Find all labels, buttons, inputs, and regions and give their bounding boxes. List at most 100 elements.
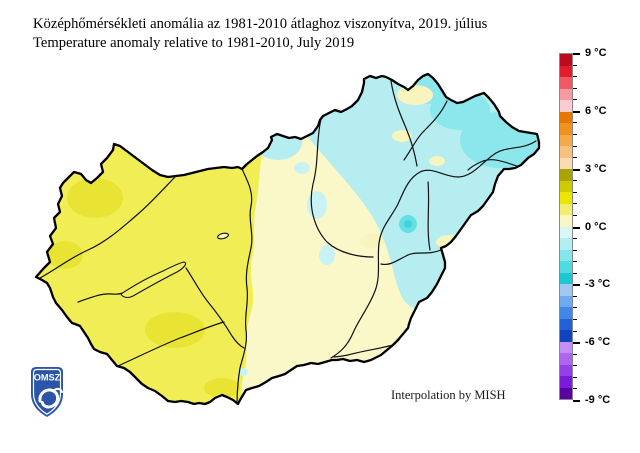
colorbar-tick	[573, 214, 577, 216]
colorbar-tick	[573, 87, 577, 89]
colorbar-tick	[573, 122, 577, 124]
colorbar-segment	[560, 376, 572, 388]
colorbar-segment	[560, 215, 572, 227]
page-title: Középhőmérsékleti anomália az 1981-2010 …	[33, 15, 487, 52]
colorbar-tick	[573, 388, 577, 390]
colorbar-segment	[560, 307, 572, 319]
omsz-logo: OMSZ	[31, 367, 63, 417]
kapos-river	[117, 321, 225, 367]
maros-river	[333, 344, 394, 358]
colorbar-label: 6 °C	[585, 104, 607, 117]
patch-pale-yellow-in-cyan	[360, 234, 384, 248]
colorbar-tick	[573, 64, 577, 66]
patch-deep-yellow	[67, 178, 123, 218]
colorbar-segment	[560, 65, 572, 77]
zagyva-river	[310, 118, 374, 258]
colorbar-tick	[573, 284, 580, 287]
colorbar-tick	[573, 76, 577, 78]
colorbar-label: -6 °C	[585, 335, 611, 348]
colorbar-segment	[560, 364, 572, 376]
colorbar-segment	[560, 54, 572, 66]
colorbar-segment	[560, 77, 572, 89]
colorbar-tick	[573, 99, 577, 101]
colorbar-segment	[560, 123, 572, 135]
colorbar-tick	[573, 203, 577, 205]
anomaly-fill-regions	[36, 74, 539, 404]
danube-river	[236, 168, 253, 404]
colorbar-tick	[573, 180, 577, 182]
colorbar-segment	[560, 238, 572, 250]
colorbar-segment	[560, 226, 572, 238]
colorbar-tick	[573, 376, 577, 378]
colorbar-segment	[560, 261, 572, 273]
colorbar-tick	[573, 400, 580, 402]
river-lines	[39, 80, 537, 404]
colorbar-segment	[560, 203, 572, 215]
patch-pale-yellow-in-cyan	[392, 130, 412, 142]
colorbar-label: -9 °C	[585, 393, 611, 406]
koros-river	[380, 249, 442, 266]
raba-river	[39, 173, 179, 279]
eastern-channel	[427, 181, 431, 251]
colorbar-segment	[560, 387, 572, 399]
logo-swirl-flick	[52, 387, 63, 393]
colorbar-segment	[560, 180, 572, 192]
temperature-colorbar: 9 °C 6 °C 3 °C 0 °C -3 °C -6 °C -9 °C	[559, 47, 610, 406]
colorbar-label: 3 °C	[585, 162, 607, 175]
balaton-lake	[120, 261, 187, 299]
colorbar-tick	[573, 272, 577, 274]
colorbar-tick	[573, 307, 577, 309]
patch-light-cyan	[254, 124, 302, 160]
country-border	[34, 72, 541, 406]
colorbar-tick	[573, 145, 577, 147]
lakes	[120, 232, 229, 299]
colorbar-segment	[560, 192, 572, 204]
colorbar-segment	[560, 318, 572, 330]
colorbar-segment	[560, 146, 572, 158]
colorbar-tick	[573, 53, 580, 55]
colorbar-label: 9 °C	[585, 46, 607, 59]
colorbar-segment	[560, 353, 572, 365]
colorbar-tick	[573, 133, 577, 135]
colorbar-tick	[573, 226, 580, 229]
colorbar-segment	[560, 157, 572, 169]
title-line-hungarian: Középhőmérsékleti anomália az 1981-2010 …	[33, 16, 488, 32]
colorbar-tick	[573, 330, 577, 332]
patch-deep-yellow	[204, 378, 240, 398]
cold-spot-core	[404, 220, 412, 228]
patch-pale-yellow-in-cyan	[397, 85, 433, 105]
szamos-river	[467, 159, 521, 171]
colorbar-segment	[560, 295, 572, 307]
colorbar-tick	[573, 353, 577, 355]
colorbar-segment	[560, 134, 572, 146]
title-line-english: Temperature anomaly relative to 1981-201…	[33, 34, 355, 51]
patch-deep-yellow	[145, 312, 205, 348]
colorbar-segment	[560, 100, 572, 112]
velence-lake	[217, 232, 229, 240]
colorbar-label: 0 °C	[585, 220, 607, 233]
colorbar-tick	[573, 157, 577, 159]
colorbar-segment	[560, 111, 572, 123]
patch-light-cyan-in-center	[319, 245, 335, 265]
interpolation-credit: Interpolation by MISH	[391, 388, 506, 402]
patch-deep-yellow	[47, 241, 83, 269]
colorbar-tick	[573, 295, 577, 297]
patch-light-cyan-in-center	[307, 191, 327, 219]
logo-swirl-icon	[38, 388, 60, 409]
bodrog-river	[403, 100, 448, 161]
colorbar-segment	[560, 249, 572, 261]
colorbar-tick	[573, 261, 577, 263]
sajo-river	[390, 80, 418, 167]
colorbar-tick	[573, 238, 577, 240]
colorbar-segment	[560, 330, 572, 342]
logo-text: OMSZ	[34, 373, 61, 383]
colorbar-segment	[560, 284, 572, 296]
colorbar-tick	[573, 249, 577, 251]
colorbar-tick	[573, 319, 577, 321]
patch-light-cyan-in-center	[294, 162, 310, 174]
patch-pale-yellow-in-cyan	[429, 156, 445, 166]
colorbar-segment	[560, 341, 572, 353]
sio-channel	[185, 267, 245, 349]
colorbar-tick	[573, 342, 580, 345]
colorbar-tick	[573, 110, 580, 113]
